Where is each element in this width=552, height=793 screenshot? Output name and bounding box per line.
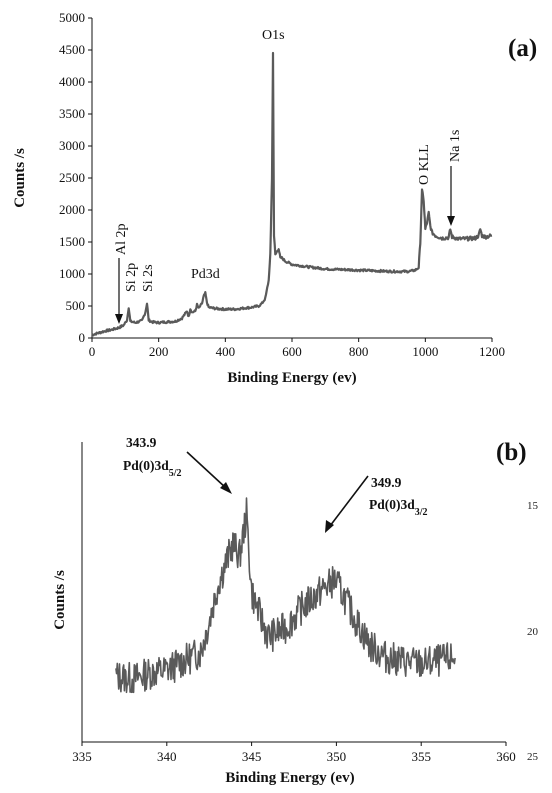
panel-a-x-tick-label: 600 [282,344,302,359]
panel-a-x-tick-label: 0 [89,344,96,359]
panel-a-tag: (a) [508,35,537,62]
margin-number-20: 20 [527,626,539,638]
annotation-349-9-value: 349.9 [371,475,402,490]
panel-a-x-tick-label: 200 [149,344,169,359]
al-2p-arrow-head [115,314,123,324]
annotation-al-2p: Al 2p [114,224,129,256]
panel-a-y-axis-title: Counts /s [12,148,28,208]
panel-b-x-tick-label: 350 [327,749,347,764]
annotation-pd-3d32-label: Pd(0)3d3/2 [369,497,428,518]
panel-a-y-tick-label: 4500 [59,42,85,57]
margin-number-15: 15 [527,500,539,512]
panel-a-x-tick-label: 1000 [412,344,438,359]
panel-a-y-ticks: 0 500 1000 1500 2000 2500 3000 3500 4000 4500 5000 [59,10,92,345]
panel-b-x-ticks: 335 340 345 350 355 360 [72,742,516,764]
panel-a-x-axis-title: Binding Energy (ev) [227,370,356,386]
annotation-o-kll: O KLL [417,144,432,185]
panel-a-survey-spectrum: (a) 050010001500200025003000350040004500… [12,10,537,386]
na-1s-arrow-head [447,216,455,226]
pd-3d52-arrow-line [186,451,227,489]
panel-a-x-tick-label: 400 [216,344,236,359]
panel-b-x-axis-title: Binding Energy (ev) [225,770,354,786]
panel-a-y-tick-label: 500 [66,298,86,313]
pd-3d32-arrow-head [325,520,334,533]
annotation-si-2s: Si 2s [141,264,156,292]
panel-a-y-tick-label: 3500 [59,106,85,121]
panel-b-x-tick-label: 355 [411,749,431,764]
annotation-pd3d: Pd3d [191,267,220,282]
pd-3d32-arrow-line [329,475,369,527]
panel-a-y-tick-label: 0 [79,330,86,345]
panel-a-x-ticks: 0 200 400 600 800 1000 1200 [89,338,505,359]
panel-b-x-tick-label: 340 [157,749,177,764]
panel-a-y-tick-label: 1500 [59,234,85,249]
panel-a-y-tick-label: 2500 [59,170,85,185]
panel-b-x-tick-label: 335 [72,749,92,764]
panel-a-x-tick-label: 1200 [479,344,505,359]
pd-3d52-arrow-head [220,482,232,494]
annotation-o1s: O1s [262,28,285,43]
panel-b-tag: (b) [496,439,527,466]
annotation-pd-3d52-label: Pd(0)3d5/2 [123,458,182,479]
panel-b-x-tick-label: 360 [496,749,516,764]
margin-number-25: 25 [527,751,539,763]
panel-a-series-line [91,51,493,337]
panel-b-series-line [115,497,456,694]
panel-a-x-tick-label: 800 [349,344,369,359]
panel-a-y-tick-label: 1000 [59,266,85,281]
annotation-na-1s: Na 1s [448,130,463,162]
panel-a-y-tick-label: 2000 [59,202,85,217]
panel-b-x-tick-label: 345 [242,749,262,764]
panel-a-y-tick-label: 5000 [59,10,85,25]
panel-b-pd3d-spectrum: (b) 335 340 345 350 355 360 Counts /s Binding… [52,435,527,786]
annotation-343-9-value: 343.9 [126,435,157,450]
panel-b-y-axis-title: Counts /s [52,570,68,630]
panel-a-y-tick-label: 4000 [59,74,85,89]
panel-a-y-tick-label: 3000 [59,138,85,153]
annotation-si-2p: Si 2p [124,263,139,292]
